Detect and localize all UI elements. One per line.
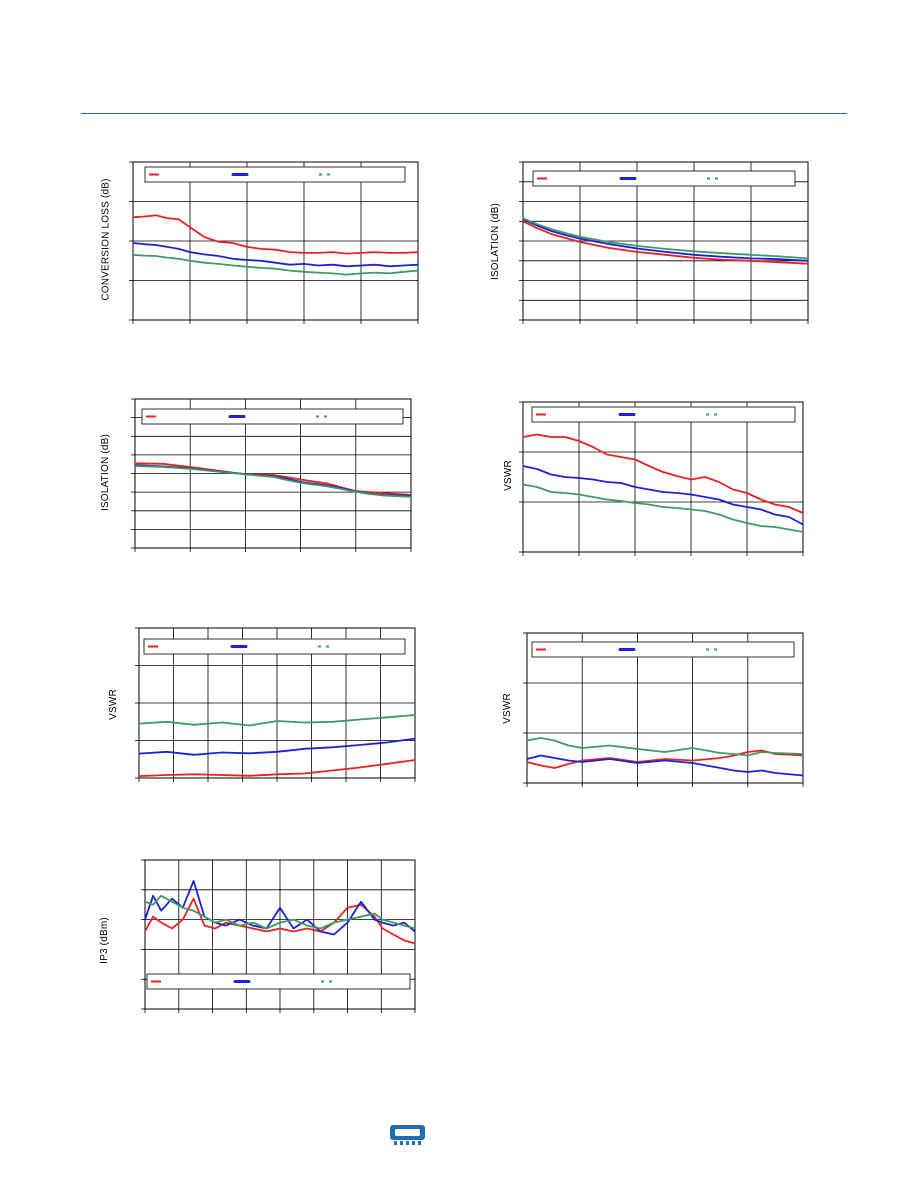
y-axis-label: VSWR (502, 459, 514, 491)
series-line-3 (522, 483, 804, 533)
legend-box (531, 641, 795, 658)
isolation-top-right-chart (519, 161, 809, 324)
series-line-2 (526, 754, 804, 777)
series-line-2 (522, 218, 809, 262)
series-line-2 (522, 465, 804, 526)
legend (141, 408, 404, 425)
header-rule (81, 113, 847, 114)
series-line-3 (522, 217, 809, 260)
series-line-1 (522, 220, 809, 265)
conversion-loss-chart (129, 161, 419, 324)
legend-box (141, 408, 404, 425)
legend-box (531, 406, 796, 423)
legend (531, 406, 796, 423)
series-line-2 (132, 242, 419, 268)
series-line-1 (522, 433, 804, 514)
legend (532, 170, 796, 187)
plot-frame (526, 632, 804, 784)
series-line-3 (132, 253, 419, 276)
series-line-3 (134, 465, 412, 498)
y-axis-label: VSWR (501, 692, 513, 724)
legend-box (144, 166, 406, 183)
series-line-1 (138, 759, 416, 777)
series-line-3 (138, 714, 416, 727)
series-line-3 (526, 737, 804, 757)
legend-box (143, 638, 406, 655)
series-line-2 (138, 737, 416, 756)
series-line-1 (132, 214, 419, 255)
y-axis-label: CONVERSION LOSS (dB) (100, 177, 112, 301)
legend (531, 641, 795, 658)
series-line-1 (134, 462, 412, 496)
vswr-mid-right-chart (519, 401, 804, 556)
legend-box (146, 973, 411, 990)
legend (144, 166, 406, 183)
series-line-1 (144, 897, 416, 945)
series-line-3 (144, 894, 416, 930)
y-axis-label: ISOLATION (dB) (99, 433, 111, 511)
vswr-lower-left-chart (135, 627, 416, 782)
isolation-mid-left-chart (131, 398, 412, 552)
ip3-chart (141, 859, 416, 1013)
y-axis-label: IP3 (dBm) (98, 916, 110, 964)
series-line-1 (526, 749, 804, 769)
legend (143, 638, 406, 655)
brand-logo-icon (390, 1125, 425, 1145)
y-axis-label: VSWR (107, 688, 119, 720)
vswr-lower-right-chart (523, 632, 804, 787)
y-axis-label: ISOLATION (dB) (489, 202, 501, 280)
legend (146, 973, 411, 990)
legend-box (532, 170, 796, 187)
